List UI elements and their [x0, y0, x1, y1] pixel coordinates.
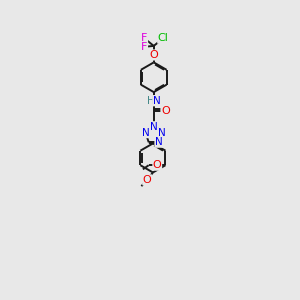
Text: O: O [161, 106, 170, 116]
Text: N: N [153, 96, 160, 106]
Text: H: H [147, 96, 155, 106]
Text: N: N [155, 137, 163, 147]
Text: O: O [149, 50, 158, 60]
Text: N: N [142, 128, 149, 138]
Text: N: N [158, 128, 166, 138]
Text: N: N [150, 122, 158, 132]
Text: F: F [141, 33, 148, 43]
Text: O: O [143, 175, 152, 185]
Text: Cl: Cl [158, 33, 169, 43]
Text: F: F [141, 42, 148, 52]
Text: O: O [153, 160, 162, 170]
